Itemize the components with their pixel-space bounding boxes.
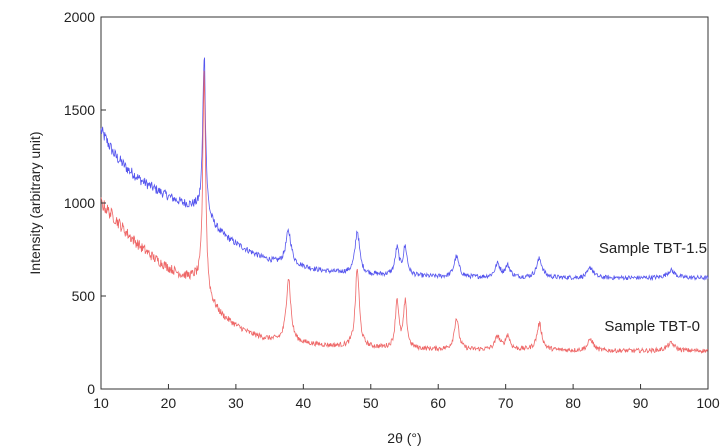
- x-tick-label: 40: [296, 395, 312, 411]
- x-axis-label: 2θ (°): [387, 430, 421, 446]
- series-layer: Sample TBT-1.5 Sample TBT-0: [100, 57, 709, 354]
- x-tick-label: 30: [228, 395, 244, 411]
- x-tick-label: 20: [161, 395, 177, 411]
- x-tick-label: 70: [498, 395, 514, 411]
- x-tick-label: 90: [633, 395, 649, 411]
- series-label-tbt-1-5: Sample TBT-1.5: [599, 240, 707, 257]
- y-axis-label: Intensity (arbitrary unit): [27, 131, 43, 274]
- x-tick-label: 10: [93, 395, 109, 411]
- series-line-tbt-1-5: [100, 57, 709, 282]
- y-tick-label: 500: [72, 288, 96, 304]
- x-tick-label: 60: [430, 395, 446, 411]
- y-tick-label: 2000: [64, 9, 95, 25]
- series-label-tbt-0: Sample TBT-0: [604, 318, 700, 335]
- x-tick-label: 100: [696, 395, 720, 411]
- y-tick-label: 1500: [64, 102, 95, 118]
- x-tick-label: 80: [565, 395, 581, 411]
- x-tick-label: 50: [363, 395, 379, 411]
- y-tick-label: 1000: [64, 195, 95, 211]
- series-line-tbt-0: [100, 70, 709, 354]
- y-tick-label: 0: [87, 381, 95, 397]
